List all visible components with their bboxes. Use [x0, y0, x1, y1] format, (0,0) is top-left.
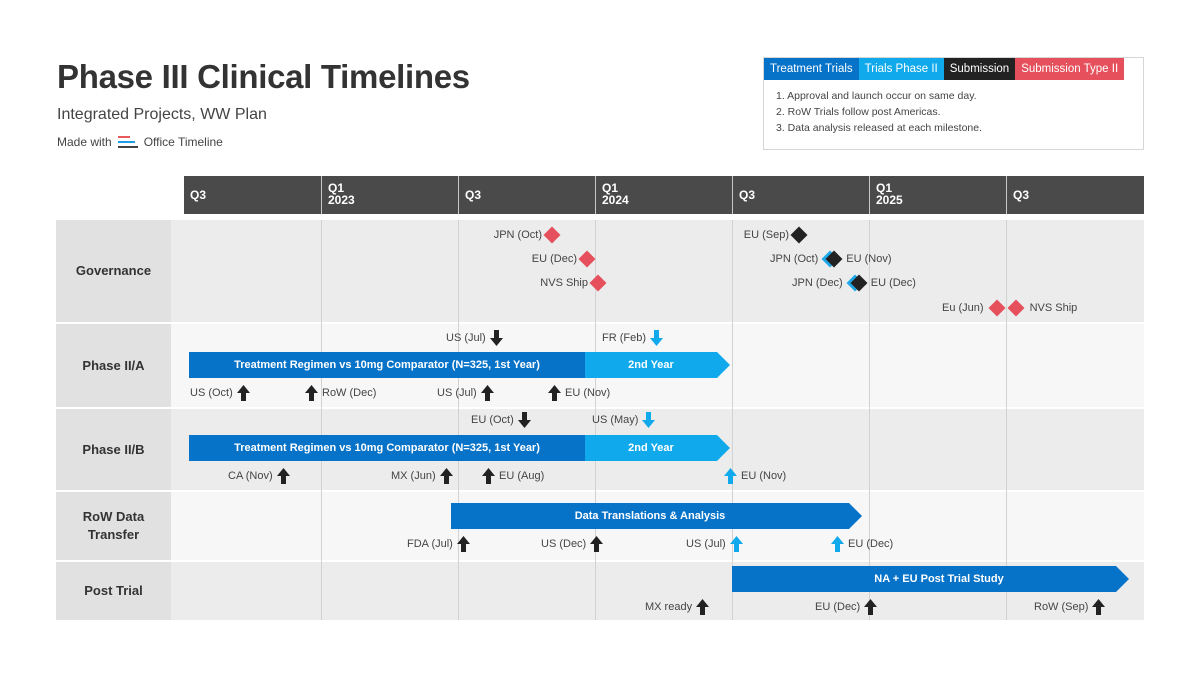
- arrow-up-icon: [548, 385, 561, 401]
- milestone-down: FR (Feb): [598, 330, 663, 346]
- arrow-up-icon: [480, 385, 494, 401]
- office-timeline-logo-icon: [117, 135, 138, 149]
- scale-tick: Q1 2025: [869, 176, 903, 214]
- diamond-icon: [821, 250, 843, 268]
- swimlane-label: Governance: [56, 220, 171, 322]
- arrow-up-icon: [590, 536, 604, 552]
- task-bar-label: NA + EU Post Trial Study: [732, 566, 1116, 592]
- page-subtitle: Integrated Projects, WW Plan: [57, 106, 267, 123]
- arrow-down-icon: [517, 412, 531, 428]
- milestone-up: MX ready: [641, 599, 710, 615]
- made-with-label: Made with: [57, 135, 112, 149]
- scale-tick: Q1 2023: [321, 176, 355, 214]
- milestone-up: FDA (Jul): [403, 536, 470, 552]
- legend-key-treatment-trials: Treatment Trials: [764, 58, 859, 80]
- legend: Treatment Trials Trials Phase II Submiss…: [763, 57, 1144, 150]
- milestone-up: US (Jul): [682, 536, 743, 552]
- diamond-icon: [846, 274, 868, 292]
- legend-note: 3. Data analysis released at each milest…: [776, 122, 983, 134]
- milestone-up: EU (Nov): [724, 468, 790, 484]
- milestone: EU (Sep): [740, 226, 808, 244]
- task-bar-label: Treatment Regimen vs 10mg Comparator (N=…: [189, 435, 585, 461]
- milestone-up: US (Jul): [433, 385, 494, 401]
- diamond-icon: [1007, 299, 1025, 317]
- legend-notes: 1. Approval and launch occur on same day…: [764, 80, 1143, 136]
- arrow-up-icon: [276, 468, 290, 484]
- milestone: Eu (Jun) NVS Ship: [938, 299, 1081, 317]
- milestone: JPN (Oct) EU (Nov): [766, 250, 896, 268]
- milestone-down: US (Jul): [442, 330, 503, 346]
- arrow-up-icon: [864, 599, 878, 615]
- time-scale: Q3 Q1 2023 Q3 Q1 2024 Q3 Q1 2025 Q3: [184, 176, 1144, 214]
- swimlane-label: Post Trial: [56, 562, 171, 620]
- scale-tick: Q3: [732, 176, 755, 214]
- task-bar-post-trial[interactable]: NA + EU Post Trial Study: [732, 566, 1129, 592]
- milestone-up: US (Dec): [537, 536, 604, 552]
- legend-key-submission-type-ii: Submission Type II: [1015, 58, 1125, 80]
- milestone-up: EU (Dec): [831, 536, 897, 552]
- task-bar-label: 2nd Year: [585, 435, 717, 461]
- arrow-down-icon: [489, 330, 503, 346]
- diamond-icon: [589, 274, 607, 292]
- task-bar-phase-2a[interactable]: Treatment Regimen vs 10mg Comparator (N=…: [189, 352, 730, 378]
- milestone: JPN (Oct): [490, 226, 561, 244]
- diamond-icon: [790, 226, 808, 244]
- milestone: NVS Ship: [536, 274, 607, 292]
- page-title: Phase III Clinical Timelines: [57, 58, 470, 95]
- arrow-up-icon: [696, 599, 710, 615]
- milestone-up: RoW (Sep): [1030, 599, 1106, 615]
- diamond-icon: [988, 299, 1006, 317]
- legend-note: 1. Approval and launch occur on same day…: [776, 90, 977, 102]
- task-bar-label: Data Translations & Analysis: [451, 503, 849, 529]
- swimlane-governance: Governance: [56, 220, 1144, 322]
- made-with: Made with Office Timeline: [57, 135, 223, 149]
- milestone-down: US (May): [588, 412, 656, 428]
- diamond-icon: [543, 226, 561, 244]
- swimlane-label: Phase II/A: [56, 324, 171, 407]
- arrow-up-icon: [305, 385, 318, 401]
- task-bar-label: 2nd Year: [585, 352, 717, 378]
- task-bar-data-translations[interactable]: Data Translations & Analysis: [451, 503, 862, 529]
- arrow-up-icon: [236, 385, 250, 401]
- milestone-up: EU (Dec): [811, 599, 878, 615]
- arrow-up-icon: [724, 468, 737, 484]
- milestone-down: EU (Oct): [467, 412, 531, 428]
- milestone: EU (Dec): [528, 250, 596, 268]
- milestone: JPN (Dec) EU (Dec): [788, 274, 920, 292]
- scale-tick: Q1 2024: [595, 176, 629, 214]
- swimlane-label: RoW Data Transfer: [56, 492, 171, 560]
- legend-key-submission: Submission: [943, 58, 1016, 80]
- milestone-up: EU (Aug): [482, 468, 548, 484]
- legend-note: 2. RoW Trials follow post Americas.: [776, 106, 941, 118]
- task-bar-label: Treatment Regimen vs 10mg Comparator (N=…: [189, 352, 585, 378]
- arrow-up-icon: [482, 468, 495, 484]
- arrow-up-icon: [831, 536, 844, 552]
- arrow-up-icon: [1092, 599, 1106, 615]
- arrow-up-icon: [729, 536, 743, 552]
- milestone-up: CA (Nov): [224, 468, 290, 484]
- scale-tick: Q3: [1006, 176, 1029, 214]
- arrow-up-icon: [439, 468, 453, 484]
- scale-tick: Q3: [190, 188, 207, 202]
- brand-name: Office Timeline: [143, 135, 223, 149]
- diamond-icon: [578, 250, 596, 268]
- milestone-up: EU (Nov): [548, 385, 614, 401]
- legend-key-trials-phase-ii: Trials Phase II: [858, 58, 944, 80]
- milestone-up: MX (Jun): [387, 468, 453, 484]
- milestone-up: US (Oct): [186, 385, 250, 401]
- task-bar-phase-2b[interactable]: Treatment Regimen vs 10mg Comparator (N=…: [189, 435, 730, 461]
- swimlane-label: Phase II/B: [56, 409, 171, 490]
- milestone-up: RoW (Dec): [305, 385, 380, 401]
- scale-tick: Q3: [458, 176, 481, 214]
- arrow-down-icon: [642, 412, 656, 428]
- arrow-up-icon: [456, 536, 470, 552]
- arrow-down-icon: [650, 330, 663, 346]
